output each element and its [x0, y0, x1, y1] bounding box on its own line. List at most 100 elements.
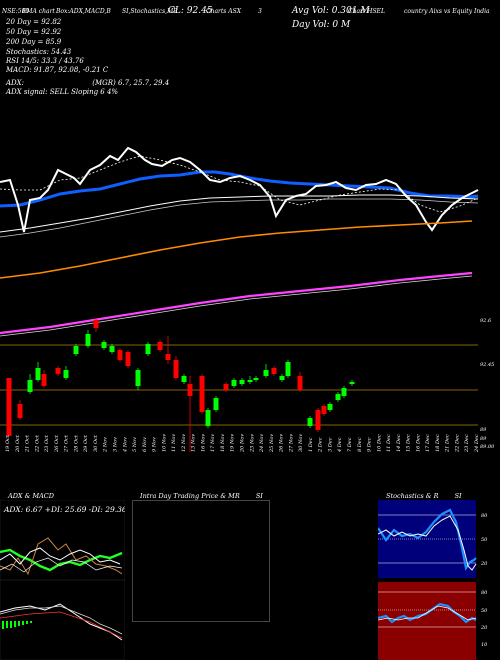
- adx-label: ADX: (MGR) 6.7, 25.7, 29.4: [6, 79, 169, 87]
- candle-body: [165, 354, 171, 360]
- candle-body: [27, 380, 33, 392]
- date-label: 18 Nov: [220, 434, 226, 452]
- date-label: 19 Oct: [5, 434, 11, 452]
- date-label: 4 Nov: [122, 437, 128, 453]
- date-label: 3 Dec: [327, 437, 333, 452]
- intraday-panel-title: Intra Day Trading Price & MR SI: [140, 492, 263, 500]
- candle-body: [213, 398, 219, 410]
- ema-long-shadow-line: [0, 275, 473, 337]
- price-line: [0, 146, 479, 233]
- date-label: 3 Nov: [112, 437, 118, 452]
- date-label: 21 Oct: [25, 434, 31, 453]
- header-item: 3: [258, 8, 262, 15]
- intraday-panel: [132, 500, 270, 622]
- date-label: 19 Nov: [230, 434, 236, 452]
- date-label: 10 Dec: [376, 434, 382, 452]
- date-label: 10 Nov: [161, 434, 167, 452]
- date-label: 17 Dec: [425, 434, 431, 452]
- date-label: 29 Oct: [83, 434, 89, 453]
- rsi-axis-label: 20: [480, 625, 488, 631]
- mrsi-line: [378, 605, 477, 621]
- date-axis: 19 Oct 20 Oct 21 Oct 22 Oct 23 Oct 26 Oct 27 O…: [5, 434, 480, 453]
- macd-signal-line: [0, 605, 123, 635]
- candle-body: [55, 368, 61, 374]
- header-item: SI,Stochastics,MR: [122, 8, 178, 15]
- date-label: 12 Nov: [181, 434, 187, 452]
- candle-body: [35, 368, 41, 380]
- rsi-label: RSI 14/5: 33.3 / 43.76: [6, 57, 84, 65]
- chart-header: NSE:500 EMA chart Box:ADX,MACD,B SI,Stoc…: [0, 6, 500, 18]
- header-item: Box:ADX,MACD,B: [56, 8, 111, 15]
- macd-red-line: [0, 611, 123, 639]
- stochastics-rsi-panel: 80 50 20 80 50 20 10: [378, 500, 488, 660]
- candle-body: [271, 368, 277, 374]
- candle-body: [181, 376, 187, 382]
- ema-long-line: [0, 271, 473, 335]
- adx-green-line: [0, 548, 123, 572]
- date-label: 1 Dec: [308, 437, 314, 452]
- price-axis-label: 89: [480, 436, 487, 442]
- adx-panel-values: ADX: 6.67 +DI: 25.69 -DI: 29.36: [3, 505, 125, 514]
- date-label: 15 Dec: [406, 434, 412, 452]
- rsi-axis-label: 80: [481, 590, 488, 596]
- minus-di-line: [0, 547, 121, 565]
- date-label: 2 Nov: [103, 437, 109, 453]
- candle-body: [117, 350, 123, 360]
- date-label: 11 Dec: [386, 434, 392, 452]
- date-label: 30 Nov: [298, 434, 304, 452]
- header-item: country Aixs vs Equity India: [404, 8, 490, 15]
- date-label: 20 Nov: [240, 434, 246, 453]
- date-label: 26 Nov: [279, 434, 285, 453]
- candle-body: [205, 410, 211, 426]
- candle-body: [6, 378, 12, 436]
- date-label: 18 Dec: [435, 434, 441, 452]
- adx-macd-panel: ADX: 6.67 +DI: 25.69 -DI: 29.36: [0, 500, 125, 660]
- candle-body: [173, 360, 179, 378]
- candle-body: [247, 380, 253, 382]
- date-label: 2 Dec: [318, 437, 324, 453]
- ema20-label: 20 Day = 92.82: [6, 18, 62, 26]
- candle-body: [187, 384, 193, 396]
- ema50-line: [0, 194, 479, 233]
- candle-body: [17, 404, 23, 418]
- stoch-d-line: [378, 515, 477, 571]
- candle-body: [157, 342, 163, 350]
- candle-body: [109, 346, 115, 352]
- stochastics-label: Stochastics: 54.43: [6, 48, 72, 56]
- date-label: 11 Nov: [171, 434, 177, 452]
- intraday-title-text: Intra Day Trading Price & MR: [140, 492, 240, 500]
- candle-body: [135, 370, 141, 386]
- main-price-chart: 92.6 92.45 89 89 89.00 19 Oct 20 Oct 21 Oc…: [0, 146, 495, 453]
- plus-di-line: [0, 537, 123, 576]
- header-item: Chart HSEL: [348, 8, 385, 15]
- candle-body: [199, 376, 205, 412]
- date-label: 9 Nov: [152, 437, 158, 452]
- date-label: 17 Nov: [210, 434, 216, 452]
- candle-body: [239, 380, 245, 384]
- signal-dotted-line: [0, 155, 479, 213]
- date-label: 9 Dec: [367, 437, 373, 452]
- close-price: CL: 92.45: [168, 6, 213, 16]
- candle-body: [41, 374, 47, 386]
- date-label: 8 Dec: [357, 437, 363, 452]
- candle-body: [315, 410, 321, 430]
- candle-body: [145, 344, 151, 354]
- candle-body: [307, 418, 313, 426]
- candle-body: [349, 382, 355, 384]
- date-label: 22 Dec: [454, 434, 460, 453]
- adx-mgr-values: (MGR) 6.7, 25.7, 29.4: [92, 79, 170, 87]
- date-label: 22 Oct: [34, 434, 40, 453]
- candle-body: [341, 388, 347, 396]
- date-label: 26 Oct: [54, 434, 60, 453]
- stoch-axis-label: 50: [481, 537, 488, 543]
- date-label: 23 Dec: [464, 434, 470, 453]
- price-axis-label: 92.45: [480, 362, 494, 368]
- date-label: 27 Nov: [288, 434, 294, 453]
- date-label: 6 Nov: [142, 437, 148, 452]
- rsi-axis-label: 10: [481, 642, 488, 648]
- date-label: 4 Dec: [337, 437, 343, 453]
- candle-body: [93, 320, 99, 328]
- candle-body: [321, 406, 327, 414]
- candle-body: [101, 342, 107, 348]
- candle-body: [73, 346, 79, 354]
